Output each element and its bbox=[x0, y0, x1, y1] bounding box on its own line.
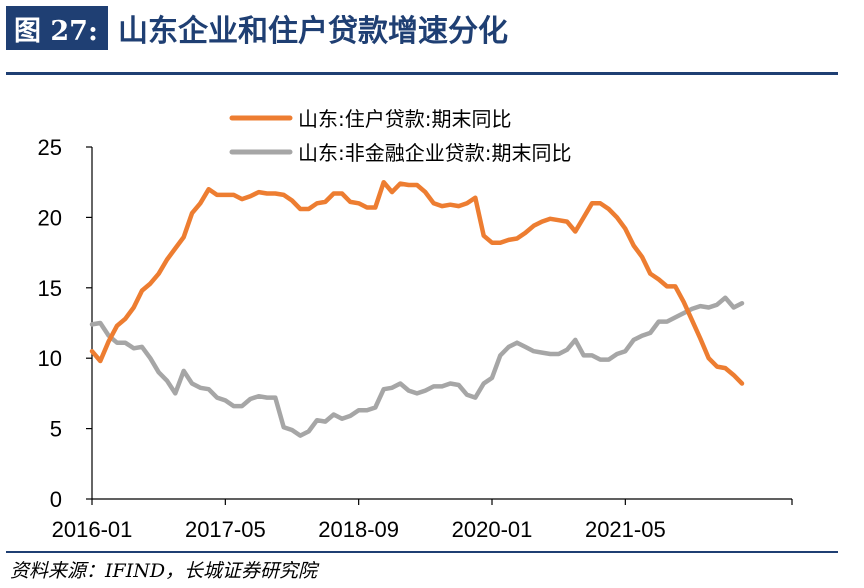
x-tick-label: 2020-01 bbox=[452, 517, 533, 542]
y-tick-label: 0 bbox=[50, 487, 62, 512]
line-chart: 0 5 10 15 20 25 2016-01 2017-05 2018-09 2020-01 20… bbox=[38, 107, 793, 542]
bottom-rule bbox=[6, 551, 838, 553]
legend-label: 山东:住户贷款:期末同比 bbox=[298, 107, 511, 131]
figure-header: 图 27: 山东企业和住户贷款增速分化 bbox=[6, 6, 508, 50]
series-line-enterprise-loans bbox=[89, 295, 745, 438]
top-rule bbox=[6, 72, 838, 75]
y-tick-label: 5 bbox=[50, 417, 62, 442]
source-note: 资料来源：IFIND，长城证券研究院 bbox=[10, 560, 318, 582]
series-line-household-loans bbox=[89, 179, 745, 386]
x-tick-label: 2017-05 bbox=[185, 517, 266, 542]
x-tick-label: 2016-01 bbox=[52, 517, 133, 542]
y-tick-label: 15 bbox=[38, 276, 62, 301]
x-tick-label: 2021-05 bbox=[585, 517, 666, 542]
figure-title: 山东企业和住户贷款增速分化 bbox=[117, 14, 508, 49]
figure-label: 图 27: bbox=[6, 6, 108, 50]
y-tick-label: 25 bbox=[38, 135, 62, 160]
chart-series bbox=[89, 179, 745, 438]
y-tick-label: 10 bbox=[38, 346, 62, 371]
x-tick-label: 2018-09 bbox=[318, 517, 399, 542]
legend-label: 山东:非金融企业贷款:期末同比 bbox=[298, 141, 571, 165]
chart-axes: 0 5 10 15 20 25 2016-01 2017-05 2018-09 2020-01 20… bbox=[38, 135, 793, 542]
y-tick-label: 20 bbox=[38, 205, 62, 230]
